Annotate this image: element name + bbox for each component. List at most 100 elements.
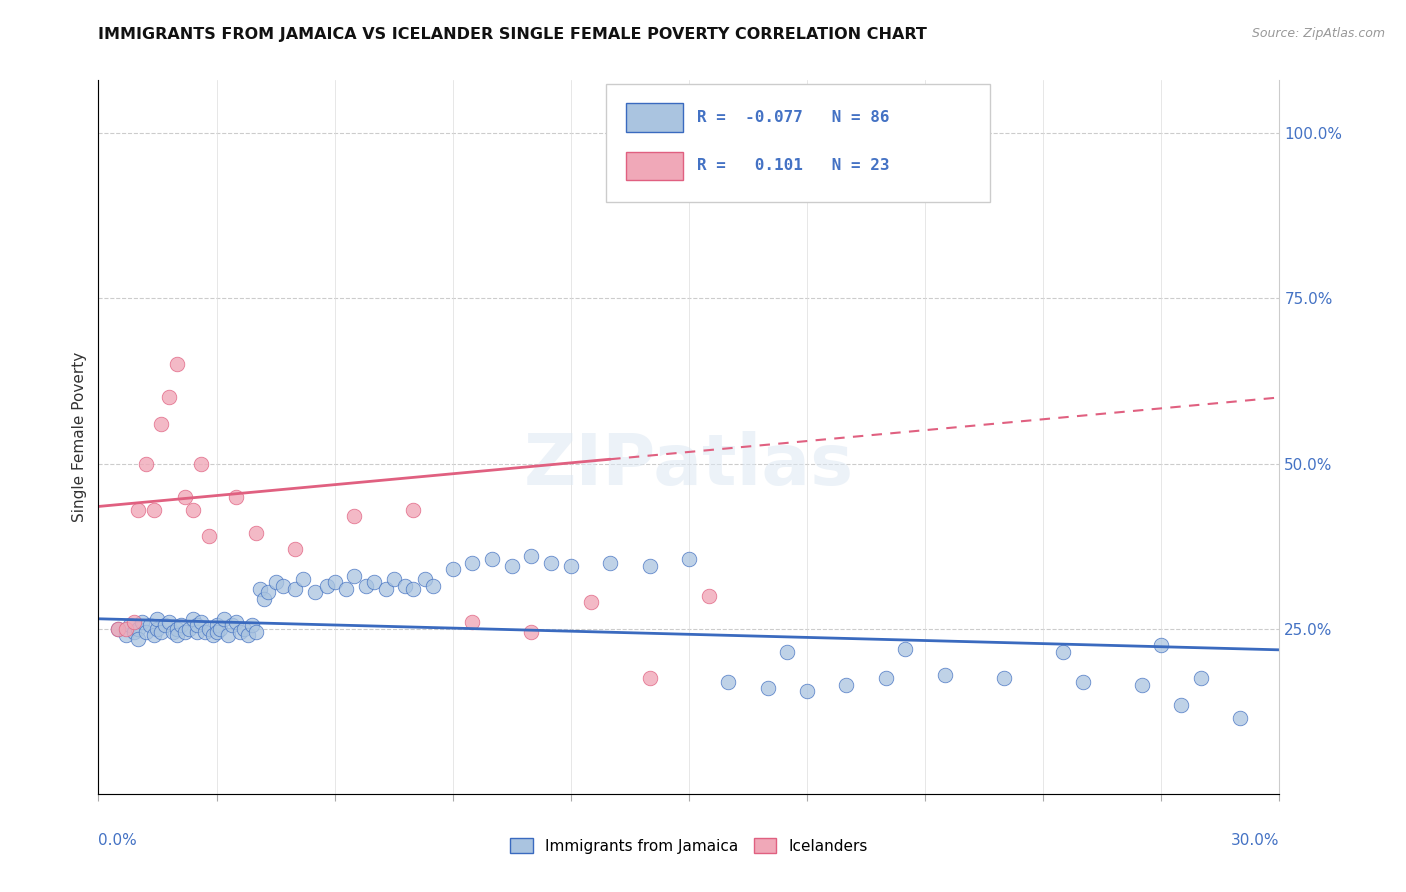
Point: [115, 622, 138, 636]
Point: [225, 615, 247, 629]
Point: [520, 549, 543, 563]
Point: [157, 615, 180, 629]
Point: [374, 582, 396, 596]
Point: [402, 502, 425, 516]
Y-axis label: Single Female Poverty: Single Female Poverty: [72, 352, 87, 522]
Point: [284, 542, 307, 557]
Point: [146, 622, 169, 636]
Point: [264, 575, 287, 590]
Point: [186, 625, 208, 640]
Point: [315, 579, 337, 593]
Point: [323, 575, 346, 590]
Text: ZIPatlas: ZIPatlas: [524, 431, 853, 500]
Point: [273, 579, 295, 593]
Point: [875, 671, 897, 685]
Point: [599, 556, 621, 570]
Text: 30.0%: 30.0%: [1232, 833, 1279, 848]
Point: [127, 622, 149, 636]
Point: [1189, 671, 1212, 685]
Point: [205, 618, 228, 632]
Point: [579, 595, 602, 609]
Point: [190, 615, 212, 629]
Point: [217, 628, 239, 642]
Text: Source: ZipAtlas.com: Source: ZipAtlas.com: [1251, 27, 1385, 40]
Point: [155, 618, 177, 632]
Point: [678, 552, 700, 566]
Point: [343, 509, 366, 524]
Point: [166, 622, 188, 636]
Point: [122, 625, 145, 640]
Point: [135, 457, 157, 471]
Point: [796, 684, 818, 698]
Point: [776, 645, 799, 659]
Point: [540, 556, 562, 570]
Point: [256, 585, 278, 599]
Point: [1071, 674, 1094, 689]
Point: [186, 618, 208, 632]
FancyBboxPatch shape: [626, 152, 683, 180]
Point: [181, 502, 204, 516]
Point: [1170, 698, 1192, 712]
Text: IMMIGRANTS FROM JAMAICA VS ICELANDER SINGLE FEMALE POVERTY CORRELATION CHART: IMMIGRANTS FROM JAMAICA VS ICELANDER SIN…: [98, 27, 928, 42]
Point: [638, 558, 661, 573]
Point: [894, 641, 917, 656]
Point: [461, 556, 484, 570]
Point: [138, 618, 160, 632]
Point: [162, 625, 184, 640]
Point: [225, 490, 247, 504]
Point: [233, 622, 256, 636]
Point: [214, 612, 236, 626]
Point: [135, 625, 157, 640]
Point: [1052, 645, 1074, 659]
Point: [413, 572, 436, 586]
Point: [382, 572, 405, 586]
Point: [205, 625, 228, 640]
Point: [127, 502, 149, 516]
FancyBboxPatch shape: [606, 84, 990, 202]
Point: [1229, 711, 1251, 725]
Point: [245, 625, 267, 640]
Point: [174, 625, 197, 640]
Point: [166, 358, 188, 372]
Point: [157, 391, 180, 405]
Point: [107, 622, 129, 636]
Point: [170, 618, 193, 632]
Point: [253, 591, 276, 606]
Point: [122, 615, 145, 629]
Point: [461, 615, 484, 629]
Point: [441, 562, 464, 576]
Point: [363, 575, 385, 590]
Point: [209, 622, 232, 636]
Point: [717, 674, 740, 689]
FancyBboxPatch shape: [626, 103, 683, 132]
Point: [993, 671, 1015, 685]
Point: [697, 589, 720, 603]
Point: [177, 622, 200, 636]
Text: 0.0%: 0.0%: [98, 833, 138, 848]
Point: [249, 582, 271, 596]
Point: [221, 618, 243, 632]
Point: [201, 628, 224, 642]
Point: [335, 582, 357, 596]
Point: [166, 628, 188, 642]
Point: [115, 628, 138, 642]
Point: [197, 529, 219, 543]
Point: [1130, 678, 1153, 692]
Point: [343, 569, 366, 583]
Point: [481, 552, 503, 566]
Point: [174, 490, 197, 504]
Point: [501, 558, 523, 573]
Point: [131, 615, 153, 629]
Point: [354, 579, 377, 593]
Point: [118, 618, 141, 632]
Point: [142, 628, 165, 642]
Point: [240, 618, 263, 632]
Point: [284, 582, 307, 596]
Point: [150, 417, 173, 431]
Point: [190, 457, 212, 471]
Point: [835, 678, 858, 692]
Text: R =  -0.077   N = 86: R = -0.077 N = 86: [697, 110, 890, 125]
Point: [638, 671, 661, 685]
Point: [245, 525, 267, 540]
Point: [197, 622, 219, 636]
